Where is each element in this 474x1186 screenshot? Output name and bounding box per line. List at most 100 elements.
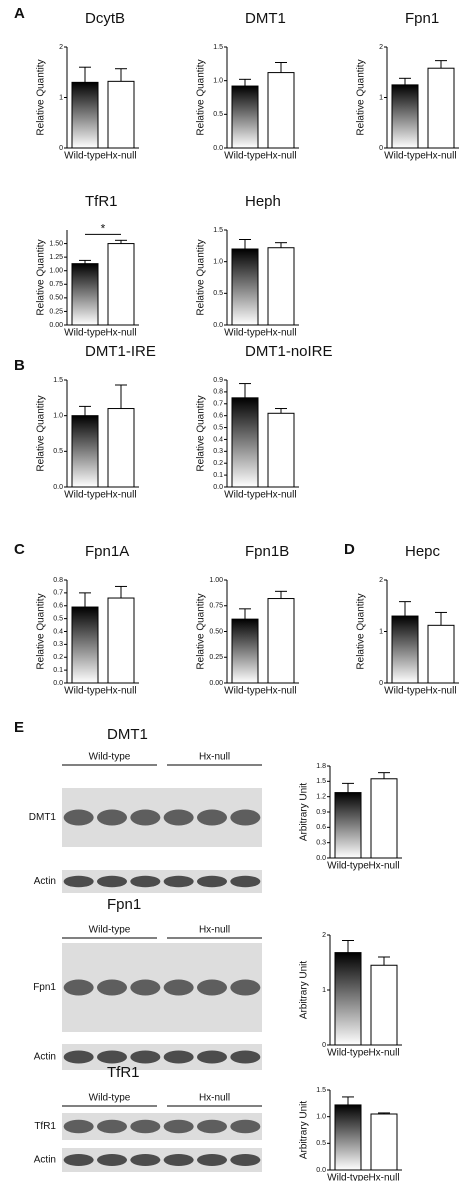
band bbox=[63, 1050, 94, 1064]
y-axis-label: Relative Quantity bbox=[196, 395, 207, 471]
y-tick-label: 1.8 bbox=[316, 763, 326, 770]
blot-title: Fpn1 bbox=[107, 896, 141, 913]
y-tick-label: 0.1 bbox=[53, 667, 63, 674]
x-tick-label: Wild-type bbox=[224, 490, 266, 501]
y-tick-label: 0.5 bbox=[53, 615, 63, 622]
y-tick-label: 0.7 bbox=[213, 401, 223, 408]
y-tick-label: 1.5 bbox=[316, 1087, 326, 1094]
x-tick-label: Hx-null bbox=[368, 861, 399, 872]
x-tick-label: Hx-null bbox=[425, 686, 456, 697]
row-label: TfR1 bbox=[34, 1121, 56, 1132]
y-tick-label: 2 bbox=[379, 577, 383, 584]
band bbox=[230, 979, 261, 996]
band bbox=[197, 1119, 227, 1134]
x-tick-label: Hx-null bbox=[265, 686, 296, 697]
y-tick-label: 0.0 bbox=[316, 1167, 326, 1174]
row-label: Actin bbox=[34, 876, 56, 887]
y-axis-label: Arbitrary Unit bbox=[299, 961, 310, 1020]
band bbox=[63, 809, 94, 826]
group-label: Hx-null bbox=[199, 752, 230, 763]
band bbox=[163, 1050, 194, 1064]
annotation: * bbox=[101, 221, 106, 235]
row-label: Actin bbox=[34, 1052, 56, 1063]
band bbox=[163, 979, 194, 996]
band bbox=[163, 875, 194, 888]
bar bbox=[231, 618, 259, 684]
group-label: Wild-type bbox=[89, 752, 131, 763]
band bbox=[230, 809, 261, 826]
y-tick-label: 0.4 bbox=[53, 628, 63, 635]
y-tick-label: 0.0 bbox=[53, 680, 63, 687]
y-axis-label: Relative Quantity bbox=[196, 59, 207, 135]
y-axis-label: Relative Quantity bbox=[36, 239, 47, 315]
band bbox=[163, 1119, 194, 1134]
band bbox=[230, 875, 261, 888]
panel-letter: E bbox=[14, 719, 24, 736]
y-tick-label: 1.00 bbox=[49, 268, 63, 275]
x-tick-label: Wild-type bbox=[224, 328, 266, 339]
y-axis-label: Relative Quantity bbox=[196, 239, 207, 315]
blot bbox=[62, 1113, 262, 1140]
y-tick-label: 1.0 bbox=[213, 259, 223, 266]
y-tick-label: 0 bbox=[379, 145, 383, 152]
x-tick-label: Wild-type bbox=[64, 151, 106, 162]
y-tick-label: 0.4 bbox=[213, 436, 223, 443]
y-tick-label: 0.00 bbox=[209, 680, 223, 687]
band bbox=[97, 875, 127, 888]
band bbox=[197, 1154, 227, 1166]
bar bbox=[71, 263, 99, 326]
x-tick-label: Hx-null bbox=[425, 151, 456, 162]
y-axis-label: Arbitrary Unit bbox=[299, 783, 310, 842]
y-tick-label: 0.9 bbox=[213, 377, 223, 384]
bar bbox=[231, 85, 259, 149]
y-tick-label: 0.1 bbox=[213, 472, 223, 479]
y-tick-label: 0.50 bbox=[209, 628, 223, 635]
y-tick-label: 1 bbox=[59, 94, 63, 101]
blot bbox=[62, 788, 262, 847]
y-tick-label: 0 bbox=[322, 1042, 326, 1049]
chart-title: DcytB bbox=[85, 10, 125, 27]
x-tick-label: Hx-null bbox=[105, 151, 136, 162]
bar bbox=[107, 408, 135, 488]
y-tick-label: 1.5 bbox=[316, 778, 326, 785]
x-tick-label: Wild-type bbox=[327, 861, 369, 872]
y-tick-label: 1 bbox=[322, 987, 326, 994]
band bbox=[230, 1154, 261, 1166]
x-tick-label: Wild-type bbox=[224, 151, 266, 162]
bar bbox=[267, 598, 295, 684]
bar bbox=[71, 606, 99, 684]
x-tick-label: Hx-null bbox=[265, 490, 296, 501]
blot-title: DMT1 bbox=[107, 726, 148, 743]
bar bbox=[107, 597, 135, 684]
band bbox=[97, 1119, 127, 1134]
y-tick-label: 0.6 bbox=[213, 413, 223, 420]
band bbox=[97, 1050, 127, 1064]
x-tick-label: Wild-type bbox=[327, 1173, 369, 1181]
y-tick-label: 0.5 bbox=[213, 111, 223, 118]
chart-title: Fpn1 bbox=[405, 10, 439, 27]
x-tick-label: Wild-type bbox=[224, 686, 266, 697]
bar bbox=[334, 1104, 362, 1171]
y-tick-label: 0.50 bbox=[49, 295, 63, 302]
panel-letter: A bbox=[14, 5, 25, 22]
x-tick-label: Hx-null bbox=[265, 328, 296, 339]
y-tick-label: 2 bbox=[322, 932, 326, 939]
band bbox=[63, 875, 94, 888]
band bbox=[197, 809, 227, 826]
y-tick-label: 2 bbox=[59, 44, 63, 51]
band bbox=[197, 1050, 227, 1064]
y-tick-label: 0.8 bbox=[53, 577, 63, 584]
x-tick-label: Wild-type bbox=[64, 328, 106, 339]
x-tick-label: Hx-null bbox=[265, 151, 296, 162]
row-label: Fpn1 bbox=[33, 982, 56, 993]
group-label: Hx-null bbox=[199, 925, 230, 936]
x-tick-label: Hx-null bbox=[368, 1048, 399, 1059]
bar bbox=[107, 80, 135, 149]
y-tick-label: 0.3 bbox=[53, 641, 63, 648]
bar bbox=[370, 964, 398, 1046]
y-tick-label: 1.2 bbox=[316, 794, 326, 801]
bar bbox=[370, 1113, 398, 1171]
band bbox=[63, 979, 94, 996]
band bbox=[97, 979, 127, 996]
